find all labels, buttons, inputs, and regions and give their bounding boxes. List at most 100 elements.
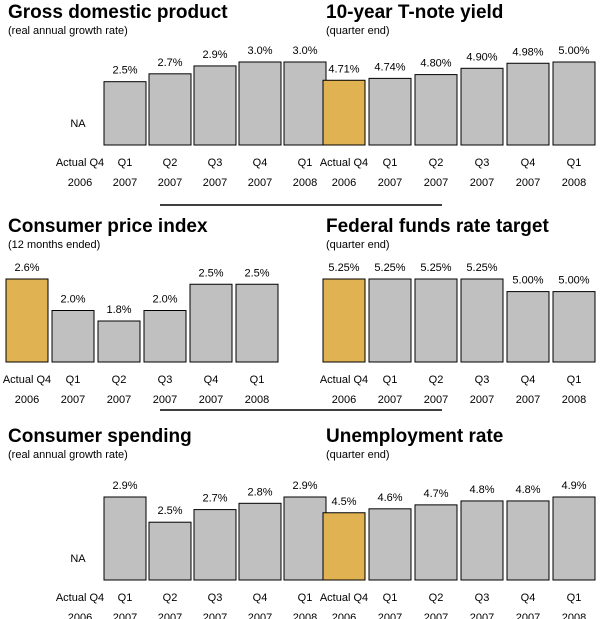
tick-label-year: 2006 <box>68 177 92 189</box>
bar-value-label: 2.9% <box>292 480 317 492</box>
tick-label: Q3 <box>475 157 490 169</box>
bar-value-label: 5.00% <box>558 275 589 287</box>
bar-value-label: NA <box>70 553 86 565</box>
bar-value-label: 4.5% <box>331 496 356 508</box>
tick-label: Q3 <box>208 157 223 169</box>
tick-label-year: 2007 <box>113 612 137 619</box>
tick-label-year: 2007 <box>199 394 223 406</box>
tick-label: Q2 <box>429 157 444 169</box>
tick-label-year: 2007 <box>203 177 227 189</box>
bar <box>506 291 550 363</box>
bar <box>103 81 147 146</box>
tick-label: Actual Q4 <box>3 374 51 386</box>
tick-label: Q1 <box>567 592 582 604</box>
bar <box>460 278 504 363</box>
tick-label-year: 2007 <box>107 394 131 406</box>
tick-label: Q4 <box>204 374 219 386</box>
bar-value-label: 4.90% <box>466 51 497 63</box>
bar-value-label: 2.5% <box>198 267 223 279</box>
tick-label: Q2 <box>112 374 127 386</box>
tick-label: Q1 <box>298 592 313 604</box>
tick-label: Q1 <box>383 157 398 169</box>
bar <box>414 504 458 581</box>
tick-label: Actual Q4 <box>56 592 104 604</box>
tick-label: Q3 <box>208 592 223 604</box>
tick-label-year: 2007 <box>203 612 227 619</box>
bar <box>238 61 282 146</box>
chart-subtitle: (quarter end) <box>326 25 390 37</box>
tick-label-year: 2007 <box>516 177 540 189</box>
tick-label-year: 2006 <box>332 612 356 619</box>
tick-label: Actual Q4 <box>56 157 104 169</box>
tick-label-year: 2006 <box>332 177 356 189</box>
tick-label-year: 2008 <box>293 177 317 189</box>
bar-value-label: 2.0% <box>152 294 177 306</box>
bar <box>148 73 192 146</box>
bar-value-label: 4.8% <box>469 484 494 496</box>
bar <box>506 62 550 146</box>
bar <box>189 283 233 363</box>
tick-label-year: 2008 <box>562 394 586 406</box>
bar-value-label: 2.5% <box>157 505 182 517</box>
tick-label: Q4 <box>253 592 268 604</box>
tick-label-year: 2008 <box>245 394 269 406</box>
bar-value-label: 4.80% <box>420 58 451 70</box>
bar <box>193 65 237 146</box>
bar-value-label: 2.7% <box>157 57 182 69</box>
tick-label: Q1 <box>66 374 81 386</box>
bar <box>51 310 95 363</box>
tick-label: Q4 <box>253 157 268 169</box>
bar <box>552 61 596 146</box>
bar-value-label: 2.6% <box>14 262 39 274</box>
tick-label: Actual Q4 <box>320 374 368 386</box>
tick-label-year: 2007 <box>378 394 402 406</box>
chart-title: Consumer spending <box>8 426 192 447</box>
tick-label: Q1 <box>250 374 265 386</box>
tick-label-year: 2007 <box>61 394 85 406</box>
bar-value-label: 4.9% <box>561 480 586 492</box>
chart-title: 10-year T-note yield <box>326 2 503 23</box>
bar <box>238 502 282 581</box>
tick-label-year: 2007 <box>158 177 182 189</box>
bar-value-label: 5.25% <box>374 262 405 274</box>
bar-value-label: 2.9% <box>202 49 227 61</box>
tick-label-year: 2008 <box>293 612 317 619</box>
tick-label: Q1 <box>383 374 398 386</box>
tick-label-year: 2008 <box>562 177 586 189</box>
bar-value-label: 1.8% <box>106 304 131 316</box>
bar <box>235 283 279 363</box>
bar-value-label: 2.5% <box>112 65 137 77</box>
tick-label-year: 2006 <box>68 612 92 619</box>
tick-label: Q4 <box>521 157 536 169</box>
bar <box>143 310 187 363</box>
chart-subtitle: (quarter end) <box>326 449 390 461</box>
tick-label: Q1 <box>567 157 582 169</box>
tick-label-year: 2008 <box>562 612 586 619</box>
bar-value-label: NA <box>70 118 86 130</box>
tick-label-year: 2007 <box>424 394 448 406</box>
tick-label-year: 2007 <box>378 612 402 619</box>
chart-title: Consumer price index <box>8 216 208 237</box>
tick-label: Q3 <box>158 374 173 386</box>
bar-value-label: 5.25% <box>328 262 359 274</box>
chart-title: Gross domestic product <box>8 2 228 23</box>
tick-label: Q4 <box>521 592 536 604</box>
bar <box>414 74 458 146</box>
tick-label-year: 2007 <box>470 177 494 189</box>
bar <box>322 278 366 363</box>
bar-value-label: 3.0% <box>247 45 272 57</box>
tick-label-year: 2007 <box>113 177 137 189</box>
chart-subtitle: (12 months ended) <box>8 239 100 251</box>
tick-label: Q1 <box>298 157 313 169</box>
bar-value-label: 2.0% <box>60 294 85 306</box>
tick-label: Q2 <box>163 592 178 604</box>
bar-value-label: 4.98% <box>512 46 543 58</box>
bar-value-label: 4.7% <box>423 488 448 500</box>
tick-label: Q3 <box>475 592 490 604</box>
bar <box>414 278 458 363</box>
tick-label-year: 2007 <box>424 612 448 619</box>
tick-label: Q2 <box>163 157 178 169</box>
tick-label: Q4 <box>521 374 536 386</box>
chart-title: Unemployment rate <box>326 426 503 447</box>
